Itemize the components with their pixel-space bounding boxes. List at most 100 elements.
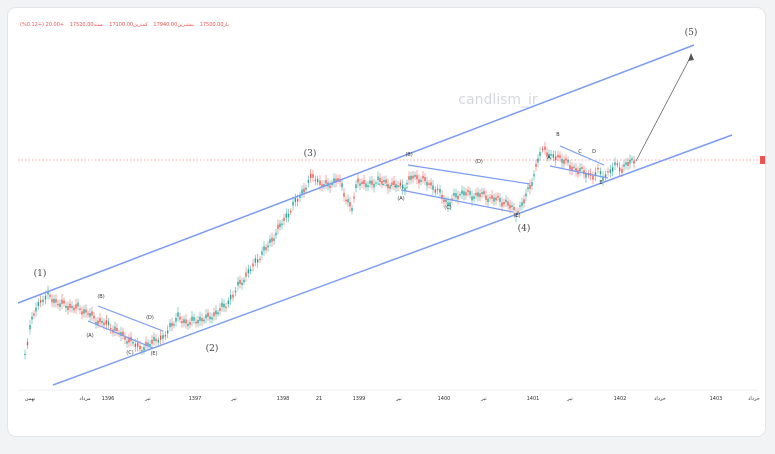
candle-body (347, 199, 349, 203)
price-chart[interactable]: candlism_ir (1) (2) (3) (4) (5) (A) (B) (C) (D) (E… (8, 8, 765, 436)
x-tick-label: مرداد (79, 396, 91, 402)
candle-body (483, 191, 485, 195)
candle-body (377, 176, 379, 180)
candle-body (267, 245, 269, 248)
wave4-lower-line (400, 189, 514, 213)
candle-body (67, 306, 69, 311)
candle-body (89, 313, 91, 317)
candle-body (217, 312, 219, 315)
candle-body (393, 180, 395, 185)
candle-body (309, 173, 312, 178)
candle-body (412, 175, 414, 179)
candle-body (232, 294, 234, 298)
candle-body (397, 185, 399, 187)
candle-body (199, 316, 201, 321)
x-tick-label: بهمن (25, 396, 35, 402)
candle-body (627, 161, 629, 166)
candle-body (307, 180, 310, 183)
candle-body (477, 192, 479, 197)
candle-body (604, 174, 607, 178)
wave2-upper-line (97, 305, 164, 332)
candle-body (535, 164, 537, 167)
candle-body (201, 318, 203, 322)
candle-body (59, 303, 61, 307)
candle-body (325, 179, 327, 184)
candle-body (205, 314, 207, 319)
x-tick-label: 1403 (710, 396, 723, 402)
candle-body (269, 239, 271, 243)
candle-body (136, 342, 139, 347)
candle-body (395, 184, 397, 188)
candle-body (35, 307, 37, 312)
candle-body (428, 183, 430, 185)
candle-body (225, 306, 227, 308)
candle-body (114, 326, 116, 331)
candle-body (95, 321, 97, 325)
candle-body (563, 159, 565, 164)
candle-body (575, 168, 577, 172)
wave-label-2: (2) (206, 343, 219, 354)
open-value: باز17500.00 (199, 22, 229, 28)
candle-body (157, 340, 160, 343)
candle-body (153, 336, 155, 341)
candle-body (162, 335, 164, 339)
candle-body (471, 196, 473, 201)
candle-body (389, 186, 391, 189)
candle-body (229, 295, 232, 300)
candle-body (91, 311, 93, 316)
low-value: کمترین17100.00 (109, 22, 148, 28)
x-tick-label: 1401 (527, 396, 540, 402)
candle-body (73, 307, 75, 311)
candle-body (177, 312, 179, 317)
candle-body (301, 189, 303, 194)
candle-body (583, 170, 585, 175)
sub-wave-label: (E) (513, 213, 520, 219)
candle-body (602, 176, 604, 181)
wave-label-5: (5) (685, 27, 698, 38)
candle-body (426, 181, 428, 186)
sub-wave-label: (E) (150, 351, 157, 357)
candle-body (277, 224, 279, 229)
candle-body (314, 179, 317, 182)
candle-body (209, 316, 211, 320)
sub-wave-label: (D) (475, 159, 483, 165)
candle-body (513, 207, 515, 211)
candle-body (493, 197, 495, 202)
candle-body (479, 193, 481, 198)
candle-body (265, 247, 267, 251)
candle-body (625, 162, 627, 165)
candle-body (341, 183, 343, 188)
candle-body (319, 180, 321, 185)
candle-body (465, 192, 467, 196)
candle-body (579, 168, 581, 172)
candle-body (53, 298, 55, 303)
x-tick-label: تیر (480, 396, 487, 402)
candle-body (189, 322, 191, 325)
candle-body (537, 158, 539, 163)
candle-body (554, 156, 557, 161)
candle-body (331, 182, 333, 186)
candle-body (559, 155, 561, 158)
candle-body (87, 313, 89, 315)
candle-body (569, 165, 571, 170)
candle-body (387, 184, 389, 189)
candle-body (597, 167, 599, 170)
candle-body (408, 176, 410, 180)
candle-body (449, 202, 451, 207)
sub-wave-label: (C) (126, 350, 133, 356)
candle-body (26, 341, 29, 346)
candle-body (357, 178, 359, 183)
candle-body (381, 180, 383, 184)
candle-body (122, 331, 124, 336)
candle-body (37, 301, 40, 307)
lower-channel-line (52, 134, 733, 386)
candle-body (221, 302, 223, 307)
candle-body (323, 184, 325, 186)
candle-body (571, 166, 573, 171)
triangle-upper-line (559, 145, 605, 166)
candle-body (85, 309, 87, 313)
candle-body (99, 318, 101, 323)
candle-body (259, 258, 261, 261)
candle-body (316, 178, 319, 183)
candle-body (290, 210, 292, 213)
